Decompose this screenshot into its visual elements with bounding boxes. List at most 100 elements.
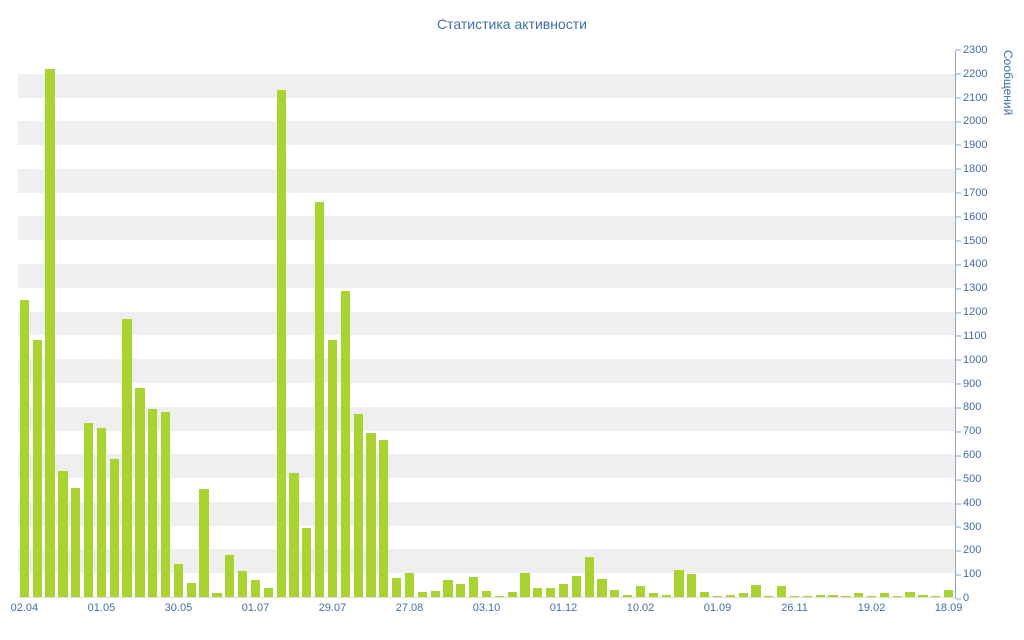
bar[interactable]	[674, 569, 684, 597]
bar[interactable]	[430, 591, 440, 597]
x-tick-label: 27.08	[395, 602, 424, 614]
y-tick-mark	[956, 526, 961, 528]
bar[interactable]	[802, 595, 812, 597]
bar[interactable]	[469, 576, 479, 597]
bar[interactable]	[238, 570, 248, 597]
bar[interactable]	[32, 340, 42, 597]
bar[interactable]	[481, 591, 492, 597]
bar[interactable]	[160, 411, 171, 597]
y-tick-label: 1200	[963, 306, 988, 319]
bar[interactable]	[225, 555, 235, 597]
bar[interactable]	[764, 595, 774, 597]
bar[interactable]	[751, 585, 761, 597]
y-tick-label: 600	[963, 449, 982, 462]
stripe	[18, 73, 955, 98]
y-tick-mark	[956, 431, 961, 433]
x-tick-label: 30.05	[164, 602, 193, 614]
x-tick-label: 26.11	[781, 602, 808, 614]
bar[interactable]	[45, 69, 55, 597]
bar[interactable]	[392, 577, 402, 597]
x-tick-label: 29.07	[318, 602, 347, 614]
y-tick-mark	[956, 335, 961, 337]
y-tick-mark	[956, 383, 961, 385]
bar[interactable]	[83, 423, 94, 597]
bar[interactable]	[623, 594, 633, 597]
bar[interactable]	[96, 428, 107, 597]
bar[interactable]	[584, 556, 594, 597]
y-tick-mark	[956, 479, 961, 481]
bar[interactable]	[212, 593, 222, 597]
bar[interactable]	[866, 595, 877, 597]
y-tick-mark	[956, 192, 961, 194]
bar[interactable]	[327, 340, 338, 597]
bar[interactable]	[353, 413, 363, 597]
bar[interactable]	[700, 592, 710, 597]
bar[interactable]	[494, 595, 504, 597]
bar[interactable]	[58, 470, 68, 597]
bar[interactable]	[687, 574, 697, 597]
bar[interactable]	[135, 387, 145, 597]
bar[interactable]	[854, 593, 864, 597]
bar[interactable]	[186, 582, 196, 597]
bar[interactable]	[546, 587, 556, 597]
bar[interactable]	[635, 586, 646, 597]
y-tick-label: 900	[963, 377, 982, 390]
x-tick-label: 01.05	[87, 602, 116, 614]
y-tick-mark	[956, 503, 961, 505]
bar[interactable]	[597, 579, 607, 597]
bar[interactable]	[815, 594, 825, 597]
bar[interactable]	[443, 580, 453, 597]
bar[interactable]	[520, 573, 530, 597]
bar[interactable]	[263, 587, 273, 597]
bar[interactable]	[841, 595, 851, 597]
bar[interactable]	[109, 459, 119, 597]
bar[interactable]	[905, 592, 915, 597]
y-tick-label: 1900	[963, 139, 988, 152]
bar[interactable]	[302, 528, 312, 597]
y-tick-mark	[956, 49, 961, 51]
bar[interactable]	[315, 202, 325, 597]
y-axis-line	[955, 49, 961, 600]
bar[interactable]	[173, 563, 184, 597]
bar[interactable]	[122, 318, 132, 597]
bar[interactable]	[661, 594, 671, 597]
bar[interactable]	[289, 473, 299, 597]
bar[interactable]	[828, 594, 838, 597]
bar[interactable]	[931, 595, 941, 597]
bar[interactable]	[892, 595, 902, 597]
y-tick-label: 800	[963, 401, 982, 414]
bar[interactable]	[404, 573, 415, 597]
bar[interactable]	[199, 488, 209, 597]
bar[interactable]	[610, 589, 620, 597]
x-tick-label: 01.12	[549, 602, 578, 614]
bar[interactable]	[533, 587, 543, 597]
bar[interactable]	[250, 580, 261, 597]
bar[interactable]	[417, 592, 427, 597]
bar[interactable]	[366, 432, 376, 597]
bar[interactable]	[648, 593, 658, 597]
bar[interactable]	[507, 592, 517, 597]
bar[interactable]	[777, 586, 787, 597]
y-tick-label: 1500	[963, 234, 988, 247]
bar[interactable]	[379, 440, 389, 597]
bar[interactable]	[19, 299, 30, 597]
bar[interactable]	[71, 487, 81, 597]
bar[interactable]	[725, 594, 735, 597]
bar[interactable]	[456, 583, 466, 597]
bar[interactable]	[340, 291, 350, 597]
y-tick-mark	[956, 264, 961, 266]
bar[interactable]	[276, 90, 286, 597]
bar[interactable]	[918, 594, 928, 597]
bar[interactable]	[571, 575, 581, 597]
bar[interactable]	[712, 595, 723, 597]
bar[interactable]	[148, 409, 158, 597]
y-tick-mark	[956, 598, 961, 600]
bar[interactable]	[789, 595, 800, 597]
bar[interactable]	[738, 593, 748, 597]
y-tick-mark	[956, 97, 961, 99]
bar[interactable]	[879, 593, 890, 597]
chart-title: Статистика активности	[437, 16, 587, 32]
bar[interactable]	[558, 583, 569, 597]
y-tick-mark	[956, 574, 961, 576]
bar[interactable]	[943, 589, 954, 597]
